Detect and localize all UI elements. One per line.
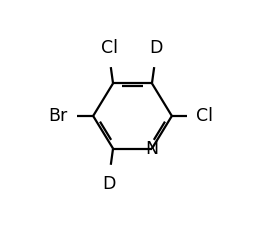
Text: N: N [145, 140, 158, 157]
Text: Cl: Cl [101, 39, 118, 57]
Text: Cl: Cl [196, 107, 213, 125]
Text: Br: Br [49, 107, 68, 125]
Text: D: D [103, 175, 116, 193]
Text: D: D [149, 39, 162, 57]
